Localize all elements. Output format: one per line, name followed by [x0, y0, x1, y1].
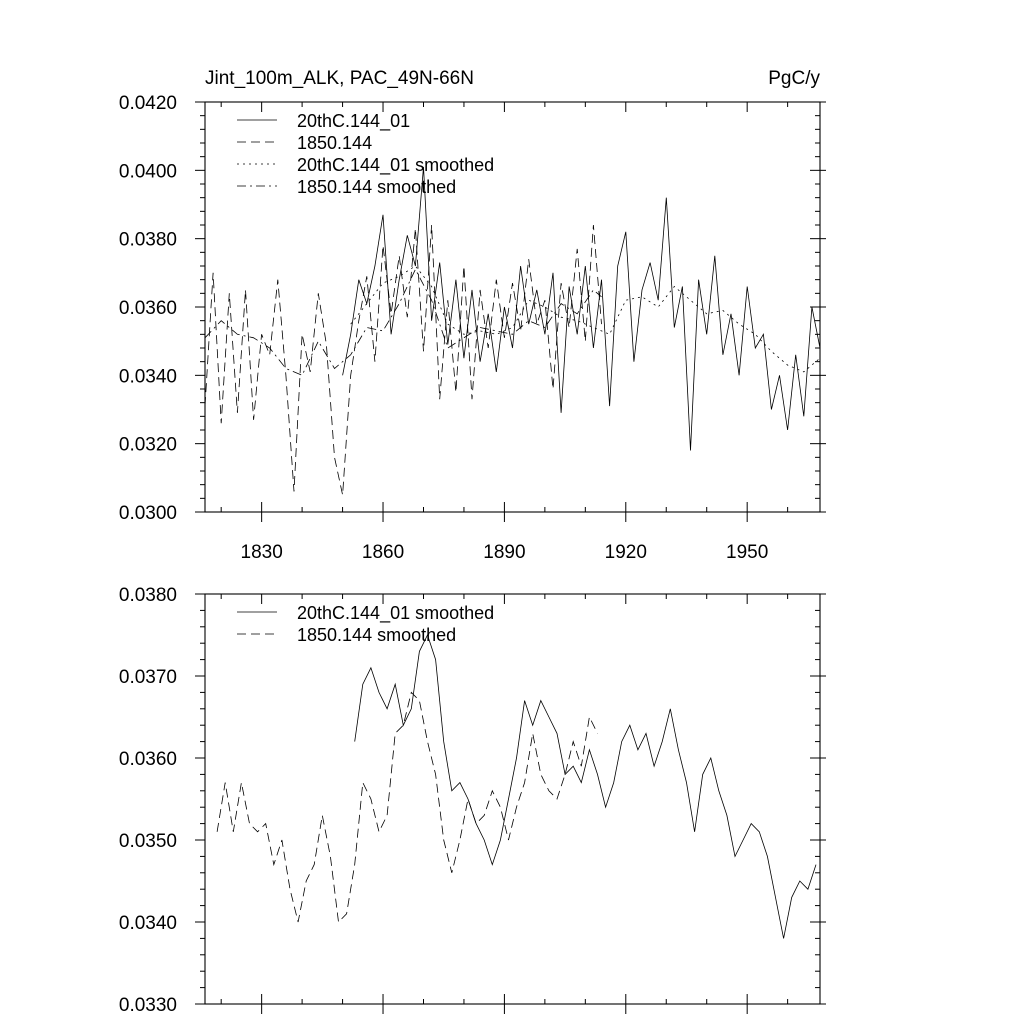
bottom-x-axis-ticks [220, 594, 789, 1014]
top-series-line-20thc-144-01-smoothed [350, 265, 821, 373]
bottom-plot-lines [216, 633, 817, 939]
top-y-tick-label: 0.0320 [119, 435, 177, 456]
bottom-series-line-1850-144-smoothed [216, 691, 598, 923]
bottom-legend-label-1: 1850.144 smoothed [297, 625, 456, 645]
top-y-tick-label: 0.0340 [119, 366, 177, 387]
top-y-axis-ticks: 0.0300 0.0320 0.0340 0.0360 0.0380 0.0400 0.04… [119, 93, 826, 524]
top-y-tick-label: 0.0360 [119, 298, 177, 319]
top-y-tick-label: 0.0400 [119, 161, 177, 182]
bottom-panel: 0.0330 0.0340 0.0350 0.0360 0.0370 0.0380 20t… [119, 585, 826, 1016]
top-legend-label-3: 1850.144 smoothed [297, 177, 456, 197]
top-series-line-20thc-144-01 [342, 166, 821, 451]
bottom-y-tick-label: 0.0380 [119, 585, 177, 606]
top-title-left: Jint_100m_ALK, PAC_49N-66N [205, 68, 474, 89]
top-plot-lines [204, 166, 821, 495]
top-legend-label-0: 20thC.144_01 [297, 111, 410, 132]
bottom-plot-frame [204, 593, 821, 1005]
top-y-tick-label: 0.0300 [119, 503, 177, 524]
top-x-tick-label: 1950 [726, 542, 768, 563]
bottom-y-tick-label: 0.0360 [119, 749, 177, 770]
top-title-right: PgC/y [768, 68, 820, 89]
bottom-legend-label-0: 20thC.144_01 smoothed [297, 603, 494, 624]
top-y-tick-label: 0.0420 [119, 93, 177, 114]
top-x-tick-label: 1860 [362, 542, 404, 563]
top-x-tick-label: 1830 [241, 542, 283, 563]
bottom-y-axis-ticks: 0.0330 0.0340 0.0350 0.0360 0.0370 0.0380 [119, 585, 826, 1016]
top-x-tick-label: 1890 [483, 542, 525, 563]
top-x-axis-ticks: 1830 1860 1890 1920 1950 [220, 102, 789, 563]
top-legend-label-2: 20thC.144_01 smoothed [297, 155, 494, 176]
top-legend-label-1: 1850.144 [297, 133, 372, 153]
top-panel: Jint_100m_ALK, PAC_49N-66N PgC/y 1830 186… [119, 68, 826, 563]
bottom-series-line-20thc-144-01-smoothed [354, 633, 817, 939]
top-series-line-1850-144-smoothed [204, 268, 602, 376]
bottom-y-tick-label: 0.0350 [119, 831, 177, 852]
bottom-y-tick-label: 0.0340 [119, 913, 177, 934]
bottom-y-tick-label: 0.0330 [119, 995, 177, 1016]
bottom-y-tick-label: 0.0370 [119, 667, 177, 688]
top-series-line-1850-144 [204, 224, 602, 495]
top-y-tick-label: 0.0380 [119, 230, 177, 251]
top-x-tick-label: 1920 [605, 542, 647, 563]
